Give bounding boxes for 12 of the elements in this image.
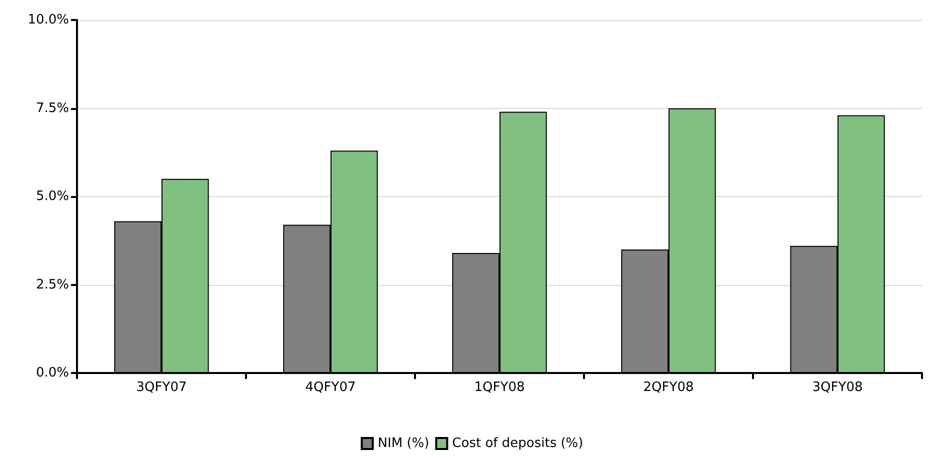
y-tick-label: 7.5% bbox=[36, 100, 69, 116]
y-tick-label: 2.5% bbox=[36, 277, 69, 292]
x-tick-label: 2QFY08 bbox=[643, 380, 694, 395]
x-tick-label: 4QFY07 bbox=[305, 380, 356, 395]
x-tick-label: 3QFY07 bbox=[136, 380, 187, 395]
legend-label: Cost of deposits (%) bbox=[452, 436, 584, 451]
legend-label: NIM (%) bbox=[378, 436, 430, 451]
y-tick-label: 0.0% bbox=[36, 366, 69, 380]
x-tick-label: 3QFY08 bbox=[812, 380, 863, 395]
y-tick-label: 10.0% bbox=[28, 12, 69, 28]
x-tick-label: 1QFY08 bbox=[474, 380, 525, 395]
y-tick-label: 5.0% bbox=[36, 189, 69, 204]
